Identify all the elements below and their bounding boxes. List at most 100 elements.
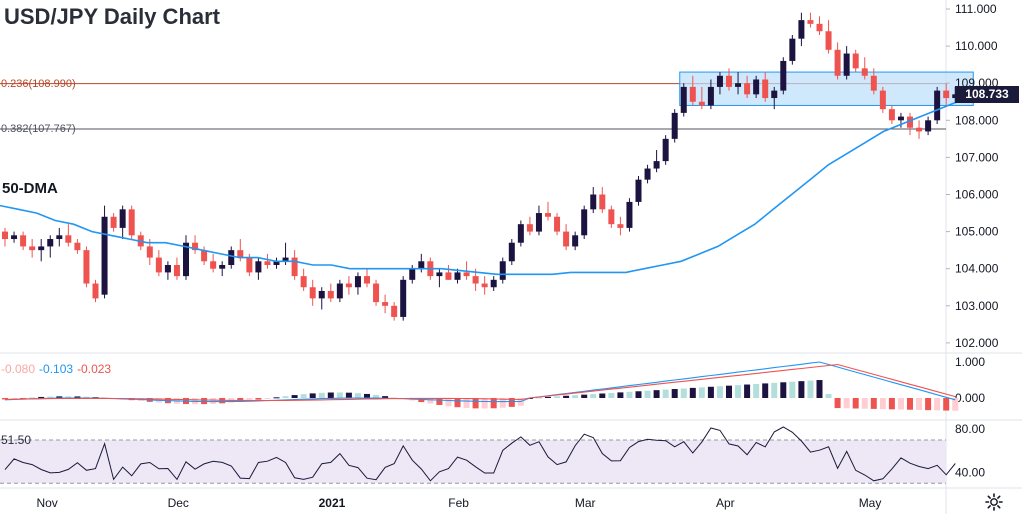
macd-pane: 1.000 0.000 [2,355,985,411]
candle [345,276,352,295]
macd-hist-bar [481,398,488,409]
macd-hist-bar [816,380,823,398]
macd-values: -0.080 -0.103 -0.023 [1,362,115,376]
macd-hist-value: -0.080 [1,362,36,376]
candle-body [535,213,542,232]
candle [716,72,723,95]
candle [599,187,606,214]
candle-body [146,246,153,258]
candle [753,75,760,99]
candle-body [318,290,325,299]
candle [354,272,361,295]
candle-body [789,38,796,61]
y-tick-label: 106.000 [955,188,999,202]
candle-body [870,75,877,91]
candle [590,187,597,214]
macd-hist-bar [382,396,389,398]
candle [526,216,533,236]
candle [264,253,271,269]
candle-body [834,49,841,76]
x-tick-label: 2021 [319,496,346,510]
candle [916,120,923,139]
candle-body [572,235,579,247]
candle-body [517,224,524,243]
macd-hist-bar [499,398,506,408]
fib-label-0236: 0.236(108.990) [1,78,76,90]
candle-body [454,272,461,280]
candle-body [707,86,714,106]
candle [173,257,180,280]
macd-hist-bar [572,395,579,398]
macd-hist-bar [545,396,551,398]
macd-hist-bar [897,398,904,410]
candle-body [771,90,778,99]
y-tick-label: 107.000 [955,150,999,164]
macd-tick-label: 0.000 [955,391,985,405]
macd-hist-bar [870,398,877,409]
y-tick-label: 108.000 [955,113,999,127]
candle [852,49,859,73]
candle [907,112,913,136]
candle-body [816,23,823,32]
macd-hist-bar [689,387,696,398]
candle-body [943,90,950,99]
macd-hist-bar [707,386,714,398]
macd-hist-bar [617,392,624,398]
candle-body [20,235,27,247]
price-axis: 111.000110.000109.000108.000107.000106.0… [946,2,999,350]
candle [83,246,90,288]
candle [707,79,714,110]
candle-body [228,250,235,265]
macd-hist-bar [716,386,723,398]
candle-body [273,261,280,265]
candle-body [508,242,515,262]
macd-hist-bar [11,398,18,399]
candle-body [698,101,705,106]
macd-hist-bar [925,398,932,411]
macd-hist-bar [65,396,72,398]
macd-hist-bar [907,398,913,410]
macd-hist-bar [753,383,760,398]
candle [164,261,171,280]
candle [101,205,108,299]
macd-hist-bar [354,393,361,398]
macd-hist-bar [771,382,778,398]
candle [119,205,126,240]
macd-hist-bar [210,398,217,404]
candle-body [38,246,45,251]
candle [445,264,452,280]
candle [192,235,199,254]
macd-hist-bar [861,398,868,409]
macd-hist-bar [255,398,262,400]
macd-hist-bar [843,398,850,409]
candle [228,246,235,269]
candle-body [852,53,859,69]
x-tick-label: Apr [716,496,735,510]
candle [201,246,208,265]
macd-hist-bar [74,396,81,398]
candle [635,175,642,206]
candle [508,239,515,265]
candle [336,279,343,303]
candle-body [472,276,479,284]
candle-body [490,279,497,288]
candle-body [753,79,760,95]
macd-hist-bar [581,394,588,398]
candle-body [391,305,398,317]
candle-body [680,86,687,113]
candle-body [879,90,886,110]
candle [744,75,751,99]
candle [653,149,660,173]
settings-gear-icon[interactable] [984,492,1004,512]
candle [155,250,162,277]
candle-body [925,120,932,132]
x-tick-label: Nov [36,496,57,510]
candle [925,116,932,136]
candle-body [418,261,425,269]
candle [888,105,895,125]
candle [11,231,18,243]
candles [2,12,959,321]
candle-body [635,179,642,202]
macd-hist-bar [735,385,742,398]
last-price-tag: 108.733 [955,86,1019,103]
